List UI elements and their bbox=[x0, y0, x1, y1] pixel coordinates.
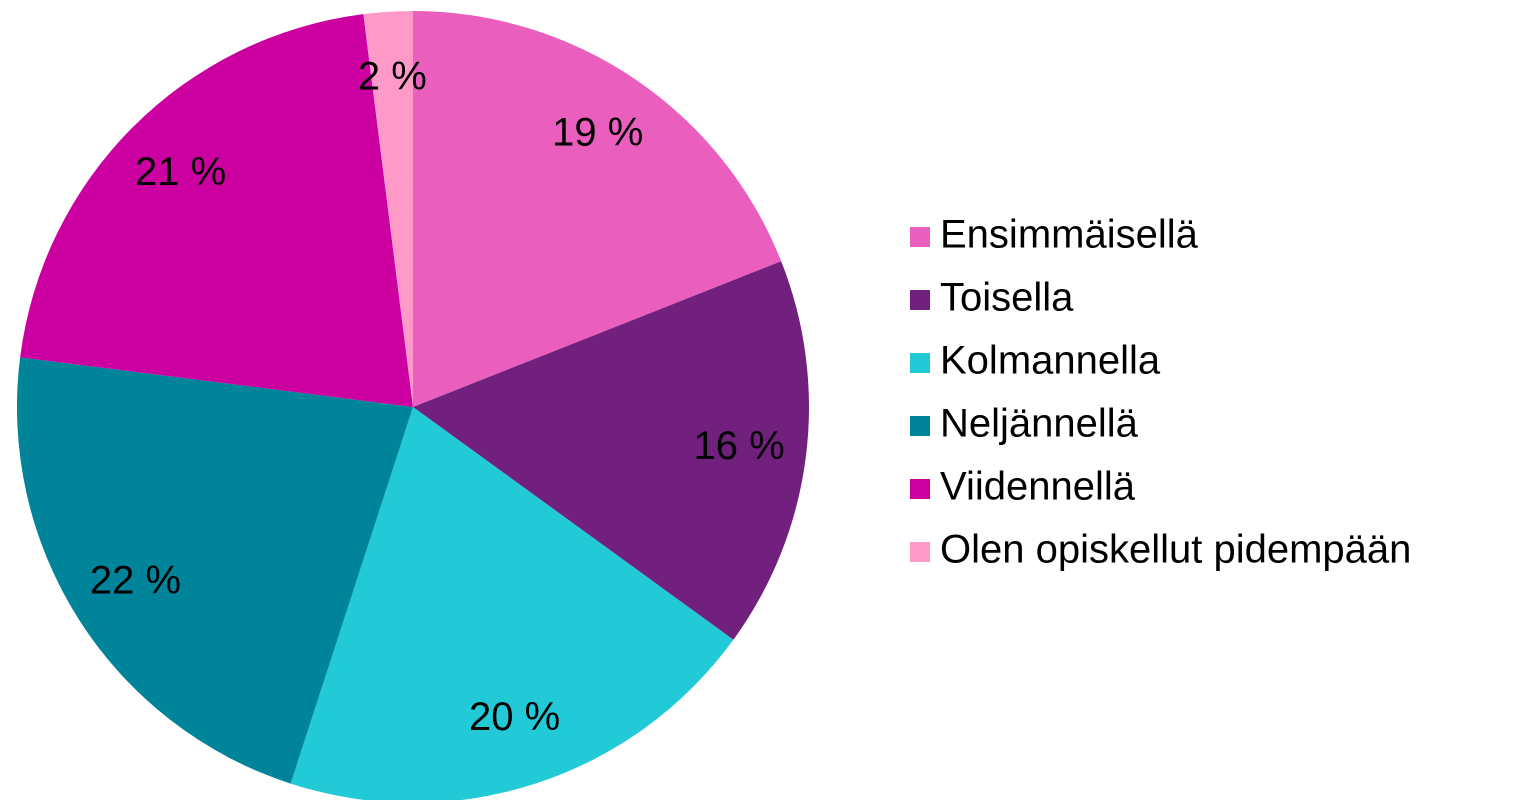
legend-swatch bbox=[910, 353, 930, 373]
legend-label: Neljännellä bbox=[940, 402, 1139, 446]
data-label: 19 % bbox=[552, 111, 643, 155]
legend-swatch bbox=[910, 416, 930, 436]
pie-slice bbox=[413, 11, 782, 407]
legend-swatch bbox=[910, 290, 930, 310]
legend-label: Ensimmäisellä bbox=[940, 213, 1199, 257]
data-label: 22 % bbox=[90, 559, 181, 603]
legend-label: Viidennellä bbox=[940, 465, 1136, 509]
pie-slice bbox=[16, 357, 413, 784]
data-label: 16 % bbox=[694, 424, 785, 468]
pie-slice bbox=[290, 407, 734, 800]
pie-slice bbox=[413, 261, 809, 640]
data-label: 2 % bbox=[358, 55, 427, 99]
legend-label: Kolmannella bbox=[940, 339, 1161, 383]
legend-label: Olen opiskellut pidempään bbox=[940, 528, 1411, 572]
data-label: 21 % bbox=[135, 150, 226, 194]
data-label: 20 % bbox=[469, 695, 560, 739]
legend-swatch bbox=[910, 479, 930, 499]
pie-slice bbox=[363, 11, 413, 407]
pie-slice bbox=[20, 14, 413, 407]
legend-swatch bbox=[910, 227, 930, 247]
legend-label: Toisella bbox=[940, 276, 1074, 320]
legend-swatch bbox=[910, 542, 930, 562]
